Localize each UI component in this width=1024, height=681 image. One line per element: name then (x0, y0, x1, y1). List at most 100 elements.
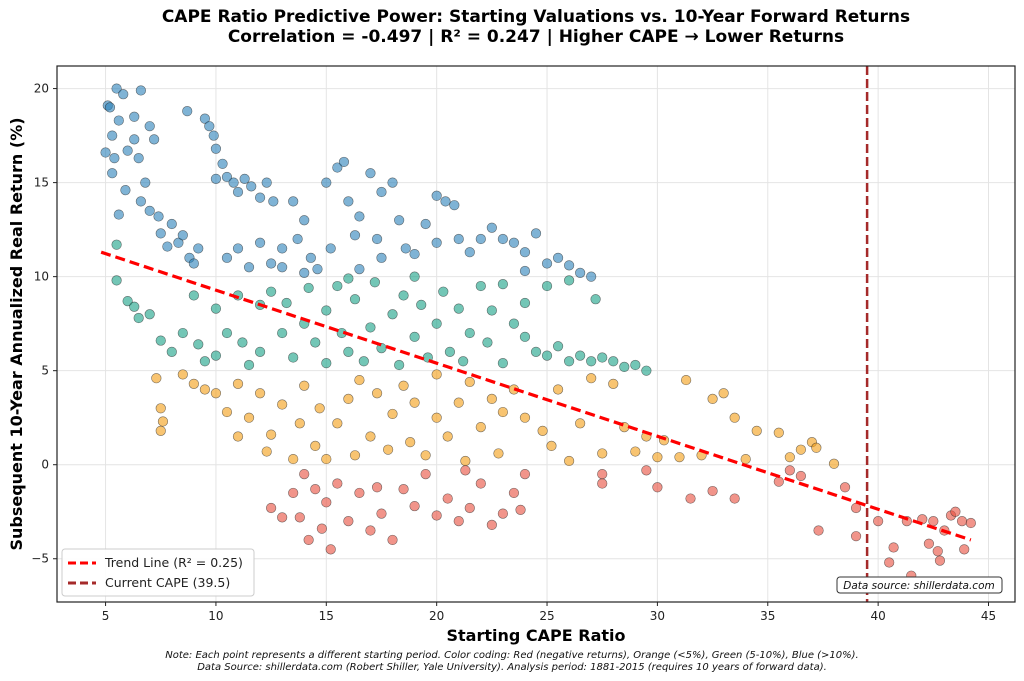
green-data-point (210, 350, 222, 361)
x-tick-label: 35 (760, 609, 775, 623)
blue-data-point (305, 252, 316, 263)
green-data-point (597, 352, 608, 363)
blue-data-point (508, 237, 520, 248)
blue-data-point (268, 196, 279, 207)
orange-data-point (266, 429, 277, 440)
orange-data-point (177, 369, 188, 380)
orange-data-point (537, 425, 548, 436)
y-tick-label: 15 (34, 176, 49, 190)
red-data-point (652, 482, 663, 493)
orange-data-point (299, 380, 310, 391)
red-data-point (729, 493, 740, 504)
orange-data-point (365, 431, 376, 442)
green-data-point (497, 358, 508, 369)
green-data-point (608, 356, 619, 367)
red-data-point (453, 516, 464, 527)
orange-data-point (784, 452, 795, 463)
red-data-point (464, 502, 475, 514)
orange-data-point (630, 446, 641, 457)
green-data-point (343, 346, 354, 357)
orange-data-point (493, 448, 504, 459)
red-data-point (888, 542, 899, 553)
green-data-point (398, 290, 409, 301)
red-data-point (959, 544, 970, 555)
green-data-point (519, 297, 531, 309)
orange-data-point (751, 425, 762, 436)
green-data-point (111, 275, 122, 286)
red-data-point (950, 506, 961, 517)
blue-data-point (120, 185, 131, 196)
green-data-point (321, 358, 332, 369)
y-tick-label: 10 (34, 270, 49, 284)
red-data-point (685, 493, 696, 504)
blue-data-point (199, 113, 210, 124)
green-data-point (166, 346, 177, 357)
red-data-point (597, 478, 608, 489)
orange-data-point (431, 369, 442, 380)
blue-data-point (332, 162, 343, 173)
blue-data-point (387, 177, 398, 188)
blue-data-point (144, 121, 155, 132)
green-data-point (303, 282, 314, 294)
blue-data-point (371, 233, 383, 245)
green-data-point (564, 356, 575, 367)
green-data-point (586, 356, 597, 367)
blue-data-point (162, 241, 173, 252)
red-data-point (371, 482, 383, 493)
green-data-point (237, 337, 248, 348)
blue-data-point (354, 264, 365, 275)
chart-title: CAPE Ratio Predictive Power: Starting Va… (162, 7, 910, 27)
green-data-point (266, 286, 277, 297)
orange-data-point (608, 378, 619, 389)
blue-data-point (486, 222, 497, 233)
orange-data-point (460, 455, 471, 467)
red-data-point (420, 469, 431, 480)
x-axis-label: Starting CAPE Ratio (447, 626, 626, 645)
red-data-point (325, 544, 336, 555)
green-data-point (254, 346, 266, 357)
trend-line (100, 250, 972, 542)
red-data-point (266, 502, 277, 514)
orange-data-point (546, 440, 557, 452)
orange-data-point (261, 446, 272, 457)
blue-data-point (107, 168, 118, 179)
orange-data-point (398, 380, 409, 391)
blue-data-point (464, 247, 475, 258)
orange-data-point (681, 374, 692, 386)
green-data-point (310, 337, 321, 348)
orange-data-point (254, 388, 266, 399)
blue-data-point (155, 228, 166, 239)
x-tick-label: 30 (650, 609, 665, 623)
blue-data-point (149, 134, 160, 145)
orange-data-point (497, 406, 508, 418)
blue-data-point (376, 252, 387, 263)
orange-data-point (475, 421, 486, 433)
y-tick-label: −5 (31, 552, 49, 566)
green-data-point (497, 279, 508, 290)
blue-data-point (338, 156, 350, 168)
orange-data-point (420, 450, 431, 461)
orange-data-point (811, 442, 822, 453)
orange-data-point (674, 452, 685, 463)
blue-data-point (586, 271, 597, 282)
green-data-point (193, 339, 204, 350)
grid (57, 66, 1015, 602)
blue-data-point (129, 134, 140, 145)
blue-data-point (232, 243, 244, 254)
orange-data-point (795, 444, 806, 455)
blue-data-point (107, 130, 118, 141)
green-data-point (277, 327, 288, 339)
orange-data-point (232, 378, 244, 389)
red-data-point (497, 508, 508, 519)
x-tick-label: 15 (319, 609, 334, 623)
blue-data-point (475, 233, 486, 245)
blue-data-point (277, 262, 288, 273)
blue-data-point (217, 158, 228, 169)
orange-data-point (310, 440, 321, 452)
blue-data-point (173, 237, 184, 248)
blue-data-point (221, 252, 233, 263)
orange-data-point (232, 431, 244, 442)
green-data-point (564, 275, 575, 286)
blue-data-point (299, 267, 310, 278)
